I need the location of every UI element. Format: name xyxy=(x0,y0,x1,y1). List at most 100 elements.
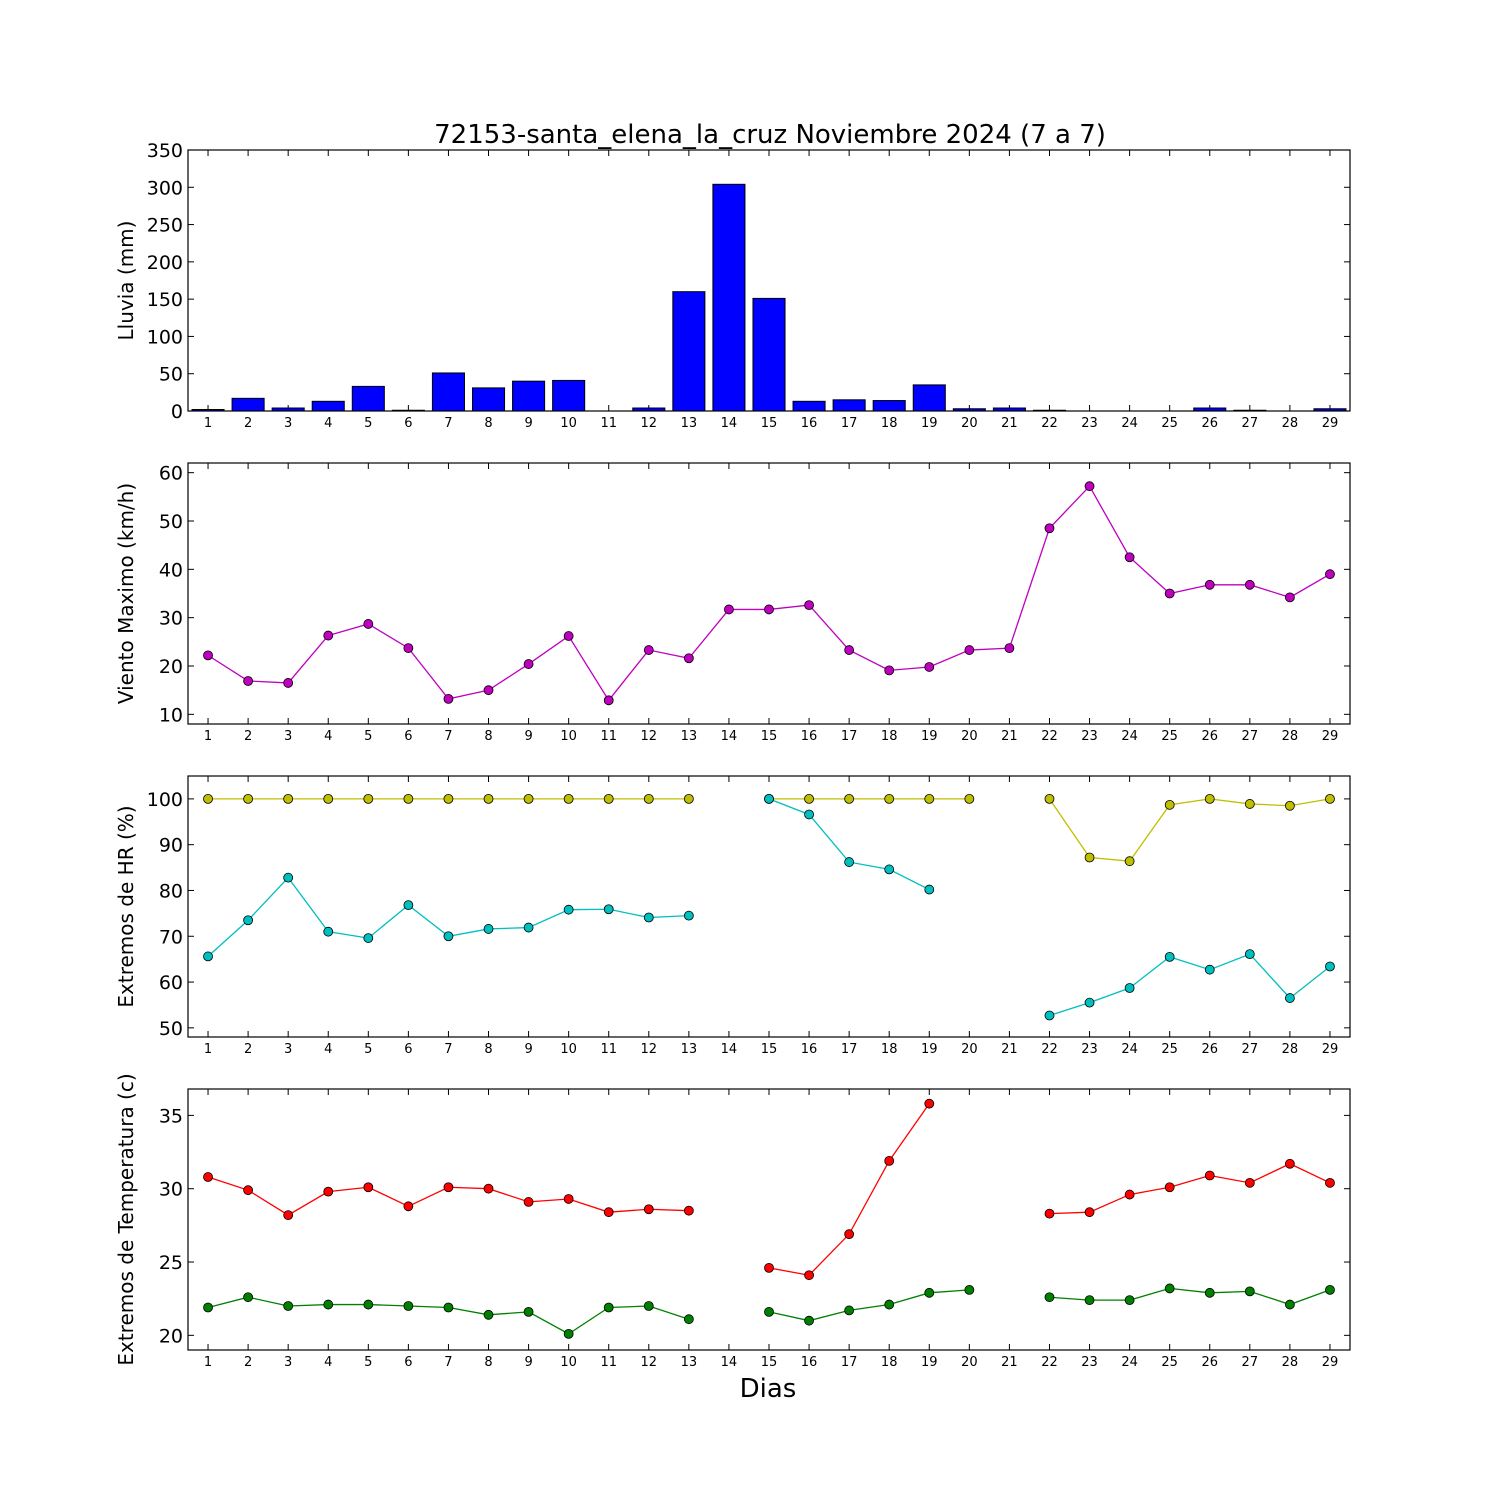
data-point xyxy=(443,931,454,942)
x-tick-label: 4 xyxy=(324,1355,332,1370)
x-tick-label: 15 xyxy=(761,1355,778,1370)
x-tick-label: 28 xyxy=(1282,416,1299,431)
x-tick-label: 22 xyxy=(1041,1042,1058,1057)
y-tick-label: 350 xyxy=(147,140,183,162)
data-point xyxy=(1004,643,1015,654)
x-tick-label: 14 xyxy=(721,1042,738,1057)
data-point xyxy=(724,604,734,615)
data-point xyxy=(884,1155,895,1166)
x-tick-label: 19 xyxy=(921,416,938,431)
x-tick-label: 17 xyxy=(841,416,858,431)
y-tick-label: 20 xyxy=(159,656,183,678)
x-tick-label: 16 xyxy=(801,729,818,744)
x-tick-label: 3 xyxy=(284,1355,292,1370)
data-point xyxy=(483,1309,494,1320)
x-tick-label: 16 xyxy=(801,1042,818,1057)
x-tick-label: 14 xyxy=(721,1355,738,1370)
x-tick-label: 24 xyxy=(1121,416,1138,431)
x-tick-label: 2 xyxy=(244,1355,252,1370)
data-point xyxy=(443,793,454,804)
x-tick-label: 12 xyxy=(641,1042,658,1057)
x-tick-label: 11 xyxy=(600,1355,617,1370)
y-axis-label: Extremos de Temperatura (c) xyxy=(114,1073,138,1365)
data-point xyxy=(283,1210,294,1221)
x-tick-label: 7 xyxy=(444,416,452,431)
x-tick-label: 29 xyxy=(1322,1355,1339,1370)
data-point xyxy=(403,793,414,804)
data-point xyxy=(523,793,534,804)
x-tick-label: 26 xyxy=(1201,416,1218,431)
data-point xyxy=(563,1328,574,1339)
x-tick-label: 1 xyxy=(204,1042,212,1057)
data-point xyxy=(403,1301,414,1311)
plot-frame xyxy=(187,775,1351,1038)
data-point xyxy=(1164,799,1175,810)
data-point xyxy=(563,631,574,641)
x-tick-label: 8 xyxy=(484,1042,492,1057)
data-point xyxy=(323,926,334,937)
x-tick-label: 24 xyxy=(1121,1355,1138,1370)
data-point xyxy=(203,650,213,661)
x-tick-label: 16 xyxy=(801,1355,818,1370)
x-tick-label: 25 xyxy=(1161,1042,1178,1057)
x-tick-label: 15 xyxy=(761,1042,778,1057)
data-point xyxy=(1204,793,1215,804)
x-tick-label: 25 xyxy=(1161,729,1178,744)
data-point xyxy=(804,600,814,610)
y-tick-label: 150 xyxy=(147,289,183,311)
data-point xyxy=(523,1306,534,1317)
x-tick-label: 2 xyxy=(244,729,252,744)
x-tick-label: 23 xyxy=(1081,729,1098,744)
x-tick-label: 2 xyxy=(244,1042,252,1057)
data-point xyxy=(683,653,694,664)
x-tick-label: 20 xyxy=(961,729,978,744)
data-point xyxy=(523,659,534,669)
data-point xyxy=(443,1302,454,1313)
data-point xyxy=(764,604,774,615)
data-point xyxy=(643,1204,654,1215)
data-point xyxy=(683,1314,694,1325)
x-tick-label: 6 xyxy=(404,1042,412,1057)
series-line xyxy=(768,798,930,891)
data-point xyxy=(283,872,294,883)
data-point xyxy=(1044,523,1055,534)
x-tick-label: 7 xyxy=(444,729,452,744)
bar xyxy=(552,379,586,412)
series-line xyxy=(1048,798,1331,862)
y-tick-label: 100 xyxy=(147,326,183,348)
data-point xyxy=(1164,1283,1175,1294)
x-tick-label: 18 xyxy=(881,416,898,431)
data-point xyxy=(1044,1292,1055,1303)
bar xyxy=(512,380,546,412)
data-point xyxy=(764,793,774,804)
data-point xyxy=(683,1205,694,1216)
x-tick-label: 10 xyxy=(560,1042,577,1057)
data-point xyxy=(1204,1170,1215,1181)
data-point xyxy=(203,951,213,962)
plot-frame xyxy=(187,1088,1351,1351)
x-tick-label: 11 xyxy=(600,1042,617,1057)
x-tick-label: 2 xyxy=(244,416,252,431)
y-tick-label: 0 xyxy=(171,401,183,423)
data-point xyxy=(363,1299,374,1310)
x-tick-label: 19 xyxy=(921,1355,938,1370)
data-point xyxy=(363,619,374,629)
data-point xyxy=(563,1194,574,1204)
x-tick-label: 9 xyxy=(524,729,532,744)
x-tick-label: 21 xyxy=(1001,1355,1018,1370)
x-tick-label: 14 xyxy=(721,416,738,431)
bar xyxy=(351,385,385,412)
x-tick-label: 19 xyxy=(921,729,938,744)
data-point xyxy=(1124,552,1135,563)
data-point xyxy=(483,1183,494,1194)
y-tick-label: 300 xyxy=(147,177,183,199)
data-point xyxy=(1124,1189,1135,1200)
x-tick-label: 17 xyxy=(841,1355,858,1370)
data-point xyxy=(764,1262,774,1273)
bar xyxy=(471,387,506,412)
y-tick-label: 35 xyxy=(159,1105,183,1127)
x-tick-label: 22 xyxy=(1041,416,1058,431)
x-tick-label: 5 xyxy=(364,416,372,431)
data-point xyxy=(1164,1182,1175,1193)
